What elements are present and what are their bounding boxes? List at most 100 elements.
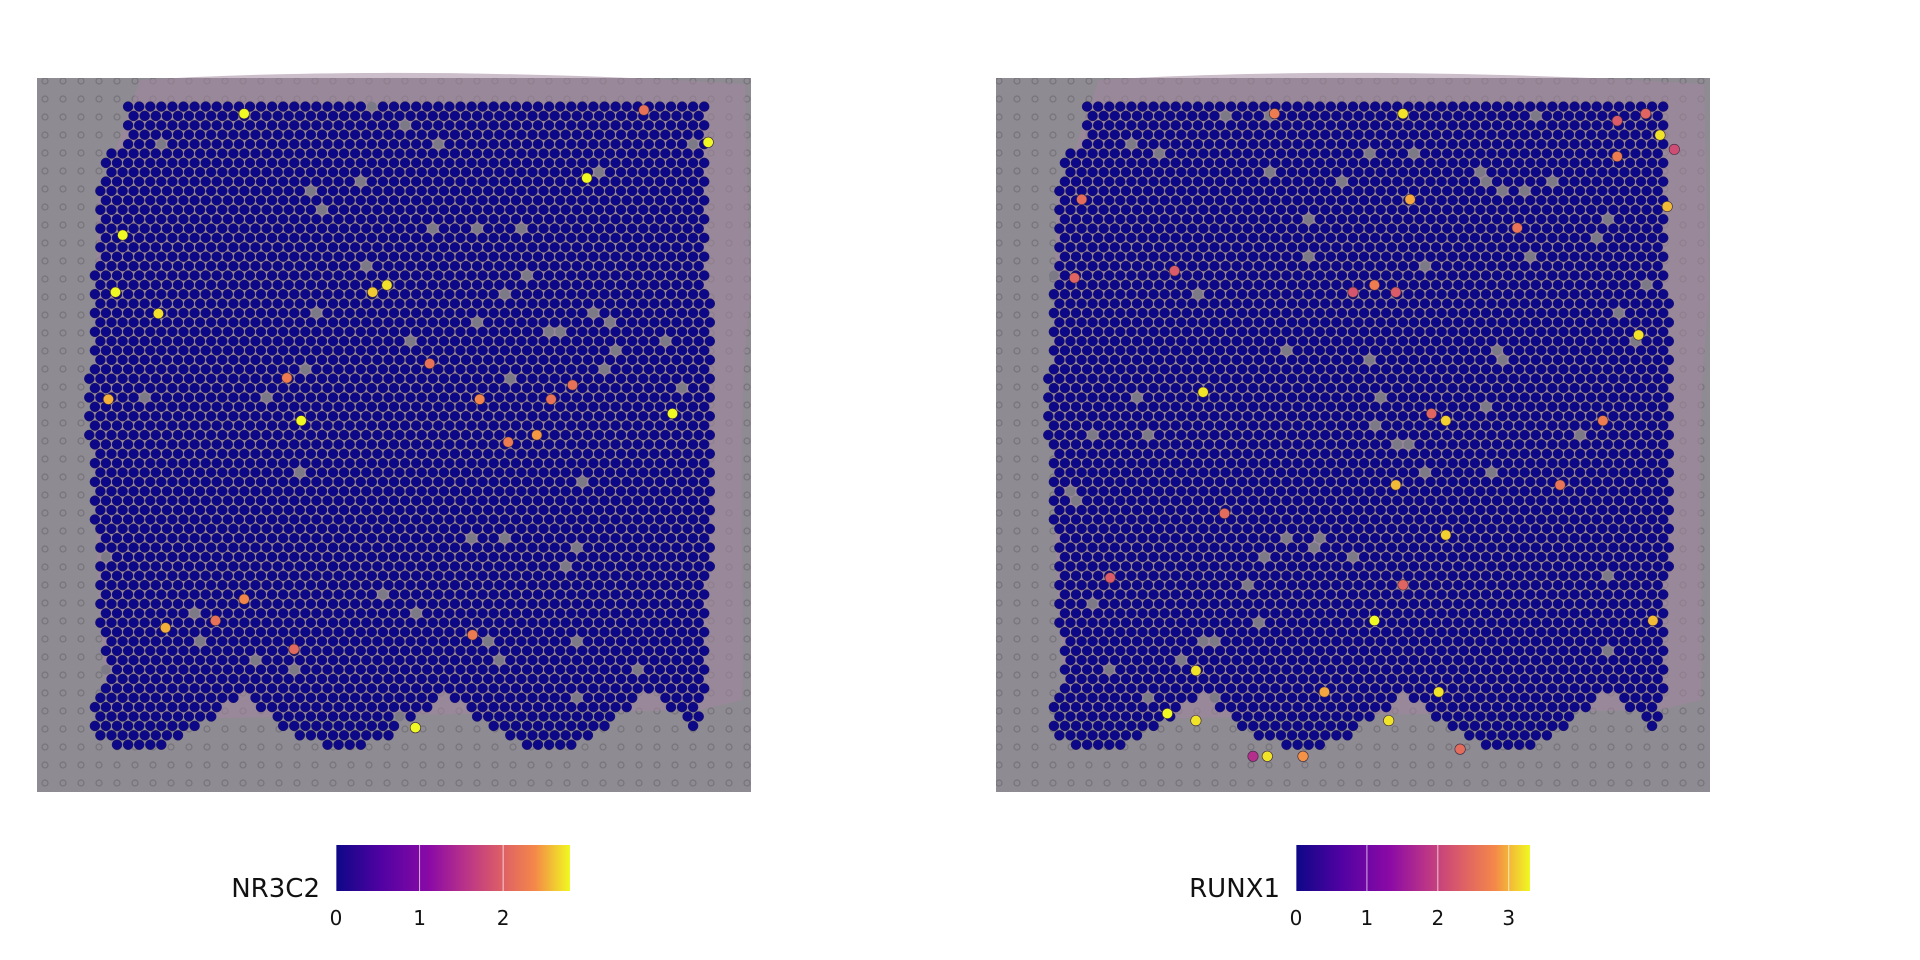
background-spot <box>416 561 427 572</box>
background-spot <box>394 298 405 309</box>
background-spot <box>1630 148 1641 159</box>
background-spot <box>421 608 433 619</box>
background-spot <box>643 608 655 619</box>
background-spot <box>516 523 527 535</box>
background-spot <box>217 335 228 347</box>
background-spot <box>355 176 366 187</box>
background-spot <box>1131 185 1143 197</box>
background-spot <box>283 185 294 197</box>
background-spot <box>117 579 128 591</box>
background-spot <box>1464 279 1475 291</box>
background-spot <box>344 326 355 338</box>
background-spot <box>277 138 289 150</box>
background-spot <box>161 486 173 497</box>
background-spot <box>316 542 328 553</box>
background-spot <box>255 232 267 244</box>
background-spot <box>239 223 250 234</box>
background-spot <box>244 251 256 262</box>
background-spot <box>510 495 522 506</box>
background-spot <box>521 326 533 338</box>
background-spot <box>704 561 716 572</box>
background-spot <box>604 429 616 441</box>
background-spot <box>532 326 544 338</box>
background-spot <box>327 523 339 535</box>
background-spot <box>682 298 693 309</box>
background-spot <box>494 636 505 647</box>
background-spot <box>654 514 666 525</box>
expression-spot-15 <box>295 415 307 427</box>
background-spot <box>671 467 682 478</box>
background-spot <box>1148 288 1159 300</box>
background-spot <box>322 232 333 244</box>
background-spot <box>361 579 372 591</box>
background-spot <box>593 148 605 159</box>
background-spot <box>560 204 571 216</box>
background-spot <box>1281 251 1292 262</box>
background-spot <box>610 626 621 638</box>
background-spot <box>643 589 655 600</box>
background-spot <box>477 420 488 431</box>
background-spot <box>233 608 245 619</box>
background-spot <box>1541 148 1553 159</box>
background-spot <box>388 401 400 413</box>
background-spot <box>255 683 267 694</box>
background-spot <box>272 260 283 272</box>
background-spot <box>327 223 339 234</box>
background-spot <box>1547 232 1558 244</box>
background-spot <box>277 589 289 600</box>
background-spot <box>421 120 433 131</box>
background-spot <box>200 701 211 713</box>
background-spot <box>1126 120 1137 131</box>
background-spot <box>693 692 704 704</box>
background-spot <box>1453 148 1464 159</box>
background-spot <box>1231 260 1242 272</box>
background-spot <box>1574 166 1586 178</box>
background-spot <box>133 270 145 281</box>
background-spot <box>494 354 505 366</box>
background-spot <box>1059 157 1071 169</box>
background-spot <box>250 279 261 291</box>
background-spot <box>538 711 549 722</box>
background-spot <box>239 504 250 516</box>
background-spot <box>1613 232 1625 244</box>
background-spot <box>1436 232 1447 244</box>
background-spot <box>1176 166 1187 178</box>
background-spot <box>621 683 632 694</box>
background-spot <box>1176 110 1187 122</box>
background-spot <box>117 148 128 159</box>
background-spot <box>383 204 394 216</box>
background-spot <box>394 673 405 685</box>
background-spot <box>693 335 704 347</box>
background-spot <box>117 486 128 497</box>
background-spot <box>178 551 189 563</box>
background-spot <box>1286 279 1298 291</box>
background-spot <box>482 523 494 535</box>
background-spot <box>272 185 283 197</box>
background-spot <box>543 270 555 281</box>
background-spot <box>1308 110 1320 122</box>
background-spot <box>1081 270 1093 281</box>
background-spot <box>527 129 538 140</box>
background-spot <box>222 645 234 657</box>
background-spot <box>1242 129 1253 140</box>
background-spot <box>416 467 427 478</box>
background-spot <box>305 730 317 741</box>
background-spot <box>349 317 361 328</box>
background-spot <box>300 720 311 732</box>
background-spot <box>228 335 239 347</box>
background-spot <box>1641 260 1652 272</box>
background-spot <box>1109 242 1121 253</box>
background-spot <box>471 692 483 704</box>
background-spot <box>1308 260 1320 272</box>
background-spot <box>228 429 239 441</box>
background-spot <box>1447 195 1458 206</box>
background-spot <box>643 420 655 431</box>
background-spot <box>1331 129 1342 140</box>
background-spot <box>361 110 372 122</box>
background-spot <box>671 598 682 610</box>
background-spot <box>261 260 272 272</box>
background-spot <box>571 317 583 328</box>
background-spot <box>222 589 234 600</box>
background-spot <box>599 514 610 525</box>
background-spot <box>1148 270 1159 281</box>
